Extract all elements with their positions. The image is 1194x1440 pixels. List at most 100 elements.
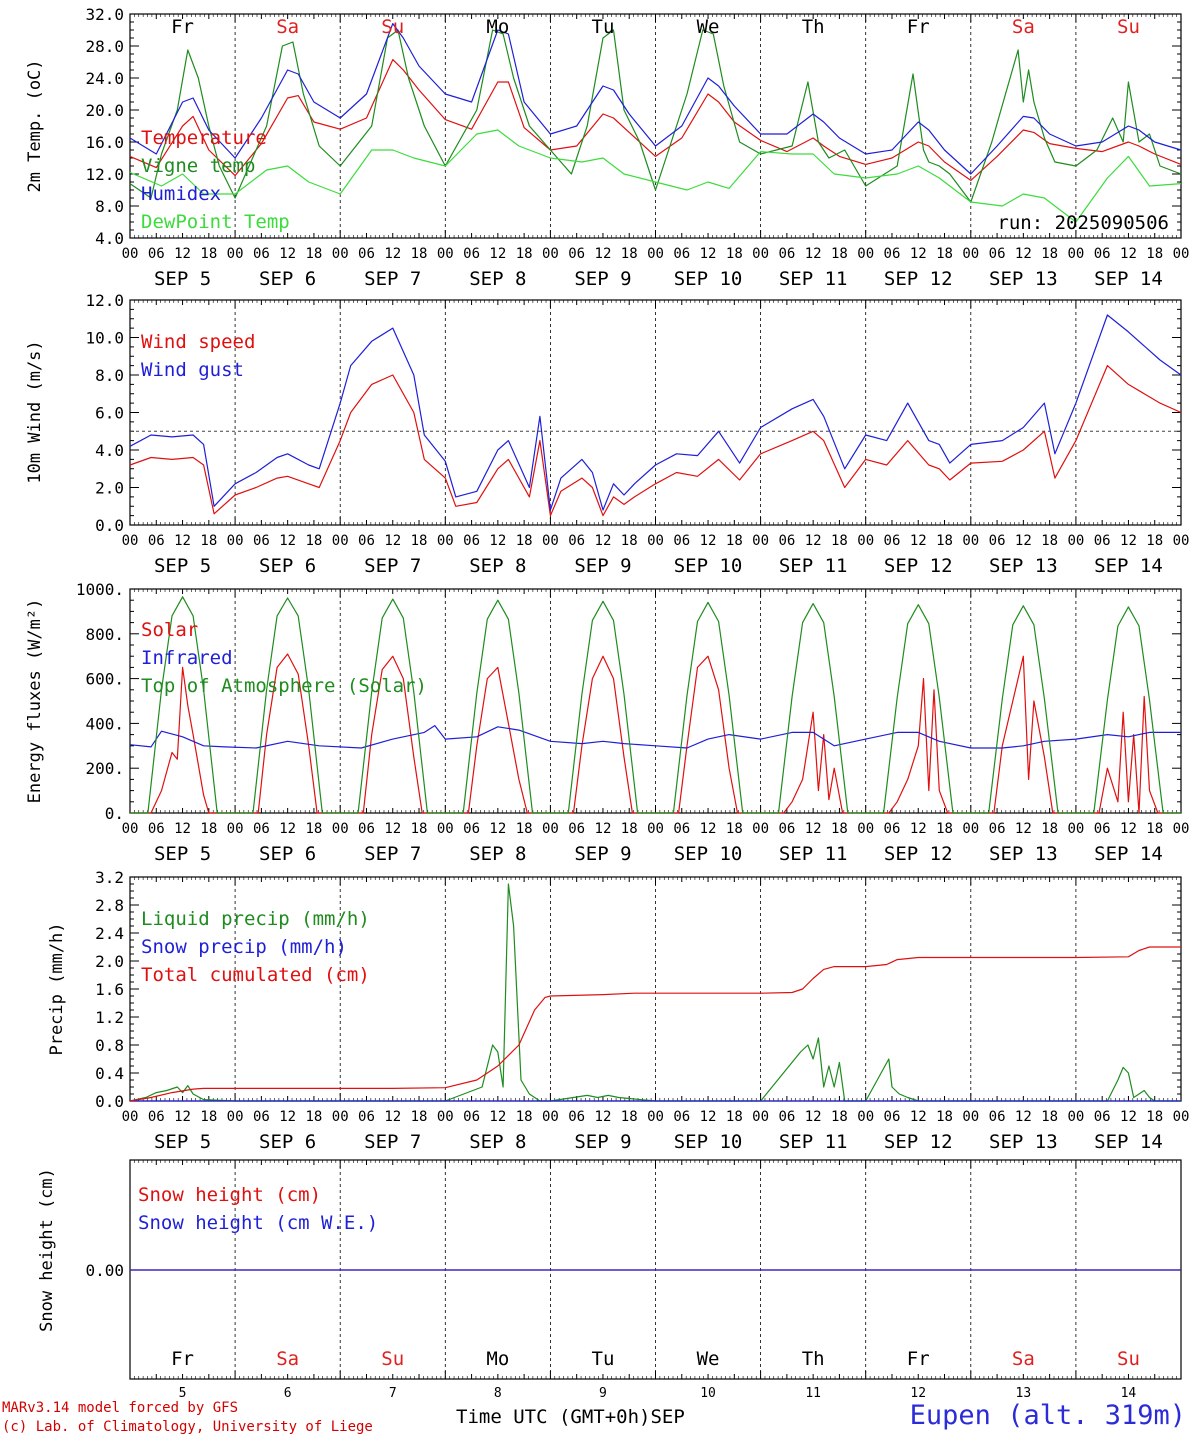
- hour-tick-label: 12: [595, 821, 612, 837]
- date-label: SEP 12: [884, 268, 953, 290]
- y-tick-label: 12.0: [85, 291, 124, 310]
- day-number-label: 8: [494, 1386, 502, 1401]
- hour-tick-label: 18: [200, 821, 217, 837]
- hour-tick-label: 12: [1120, 533, 1137, 549]
- hour-tick-label: 06: [463, 533, 480, 549]
- hour-tick-label: 12: [595, 533, 612, 549]
- y-tick-label: 2.0: [95, 479, 124, 498]
- hour-tick-label: 18: [305, 246, 322, 262]
- hour-tick-label: 18: [936, 533, 953, 549]
- hour-tick-label: 12: [1015, 246, 1032, 262]
- hour-tick-label: 18: [516, 1109, 533, 1125]
- hour-tick-label: 12: [279, 246, 296, 262]
- plot-frame: [129, 13, 1182, 239]
- y-axis-title: 10m Wind (m/s): [25, 340, 45, 483]
- panel-5: 0.00 Snow height (cm) Snow height (cm) Snow…: [37, 1159, 1182, 1401]
- y-tick-label: 2.8: [95, 896, 124, 915]
- date-label: SEP 9: [574, 843, 631, 865]
- date-label: SEP 10: [674, 843, 743, 865]
- hour-tick-label: 00: [647, 246, 664, 262]
- hour-tick-label: 06: [778, 821, 795, 837]
- y-tick-label: 28.0: [85, 37, 124, 56]
- hour-tick-label: 06: [148, 821, 165, 837]
- date-label: SEP 6: [259, 843, 316, 865]
- hour-tick-label: 12: [174, 821, 191, 837]
- weekday-label: Th: [802, 16, 825, 38]
- hour-tick-label: 06: [673, 246, 690, 262]
- y-tick-label: 600.: [85, 670, 124, 689]
- hour-tick-label: 12: [910, 821, 927, 837]
- day-number-label: 5: [179, 1386, 187, 1401]
- weekday-label: Su: [381, 16, 404, 38]
- legend-entry: Liquid precip (mm/h): [141, 908, 370, 930]
- hour-tick-label: 12: [279, 1109, 296, 1125]
- hour-tick-label: 12: [1015, 821, 1032, 837]
- y-axis-title: Precip (mm/h): [47, 922, 67, 1055]
- y-tick-label: 0.4: [95, 1064, 124, 1083]
- hour-tick-label: 06: [673, 821, 690, 837]
- hour-tick-label: 18: [1041, 1109, 1058, 1125]
- y-tick-label: 4.0: [95, 229, 124, 248]
- y-tick-label: 10.0: [85, 329, 124, 348]
- date-label: SEP 9: [574, 555, 631, 577]
- hour-tick-label: 06: [673, 1109, 690, 1125]
- hour-tick-label: 00: [437, 246, 454, 262]
- hour-tick-label: 06: [148, 533, 165, 549]
- hour-tick-label: 18: [936, 1109, 953, 1125]
- y-axis-title: 2m Temp. (oC): [25, 59, 45, 192]
- hour-tick-label: 18: [1041, 821, 1058, 837]
- hour-tick-label: 12: [489, 246, 506, 262]
- hour-tick-label: 06: [884, 821, 901, 837]
- series-line-infrared: [129, 724, 1181, 749]
- day-number-label: 6: [284, 1386, 292, 1401]
- hour-tick-label: 06: [148, 1109, 165, 1125]
- hour-tick-label: 12: [1120, 1109, 1137, 1125]
- hour-tick-label: 12: [384, 533, 401, 549]
- hour-tick-label: 00: [857, 821, 874, 837]
- hour-tick-label: 00: [437, 1109, 454, 1125]
- y-tick-label: 2.4: [95, 924, 124, 943]
- hour-tick-label: 00: [542, 246, 559, 262]
- hour-tick-label: 00: [1067, 533, 1084, 549]
- hour-tick-label: 00: [752, 821, 769, 837]
- weekday-label: Th: [802, 1348, 825, 1370]
- series-line-top-of-atmosphere-solar-: [130, 596, 1181, 814]
- y-axis-title: Energy fluxes (W/m²): [25, 599, 45, 804]
- date-label: SEP 13: [989, 1131, 1058, 1153]
- weekday-label: We: [697, 16, 720, 38]
- hour-tick-label: 12: [700, 1109, 717, 1125]
- run-label: run: 2025090506: [997, 212, 1169, 234]
- hour-tick-label: 06: [778, 246, 795, 262]
- hour-tick-label: 18: [1041, 533, 1058, 549]
- y-tick-label: 1.6: [95, 980, 124, 999]
- hour-tick-label: 00: [1067, 246, 1084, 262]
- date-label: SEP 7: [364, 268, 421, 290]
- date-label: SEP 14: [1094, 268, 1163, 290]
- hour-tick-label: 06: [253, 821, 270, 837]
- hour-tick-label: 00: [857, 246, 874, 262]
- hour-tick-label: 00: [752, 246, 769, 262]
- plot-frame: [129, 588, 1182, 814]
- hour-tick-label: 00: [752, 1109, 769, 1125]
- hour-tick-label: 18: [516, 533, 533, 549]
- day-number-label: 13: [1016, 1386, 1032, 1401]
- hour-tick-label: 18: [305, 533, 322, 549]
- hour-tick-label: 00: [542, 821, 559, 837]
- hour-tick-label: 00: [437, 821, 454, 837]
- hour-tick-label: 18: [621, 533, 638, 549]
- weekday-label: Mo: [486, 16, 509, 38]
- hour-tick-label: 06: [778, 533, 795, 549]
- date-label: SEP 5: [154, 268, 211, 290]
- hour-tick-label: 06: [568, 533, 585, 549]
- hour-tick-label: 18: [936, 246, 953, 262]
- y-tick-label: 1.2: [95, 1008, 124, 1027]
- panel-1: 4.0 8.0 12.0 16.0 20.0 24.0 28.0 32.0 2m Temp. (…: [25, 5, 1189, 290]
- date-label: SEP 11: [779, 555, 848, 577]
- time-axis-title: Time UTC (GMT+0h)SEP: [456, 1406, 685, 1428]
- hour-tick-label: 06: [1094, 533, 1111, 549]
- date-label: SEP 14: [1094, 555, 1163, 577]
- hour-tick-label: 00: [332, 821, 349, 837]
- hour-tick-label: 18: [1146, 533, 1163, 549]
- legend-entry: Total cumulated (cm): [141, 964, 370, 986]
- weekday-label: We: [697, 1348, 720, 1370]
